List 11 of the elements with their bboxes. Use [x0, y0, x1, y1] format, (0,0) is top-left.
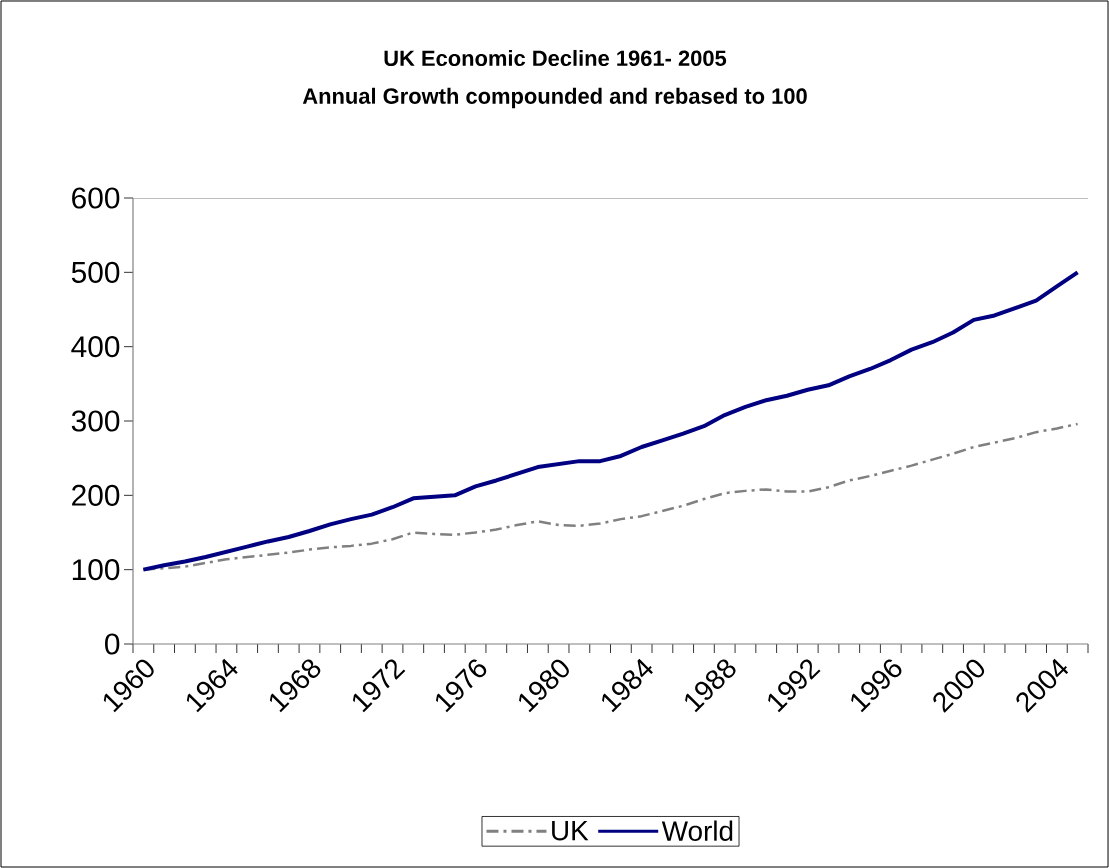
- y-tick-label: 100: [72, 559, 120, 581]
- chart-title: UK Economic Decline 1961- 2005: [384, 49, 727, 67]
- y-tick-label: 300: [71, 410, 120, 432]
- chart-subtitle: Annual Growth compounded and rebased to 100: [302, 87, 807, 109]
- legend-label: World: [661, 820, 733, 841]
- y-tick-label: 600: [72, 187, 120, 209]
- legend-label: UK: [552, 820, 589, 841]
- y-tick-label: 400: [71, 336, 120, 358]
- y-tick-label: 200: [72, 484, 120, 506]
- y-tick-label: 500: [71, 261, 120, 283]
- y-tick-label: 0: [105, 633, 120, 655]
